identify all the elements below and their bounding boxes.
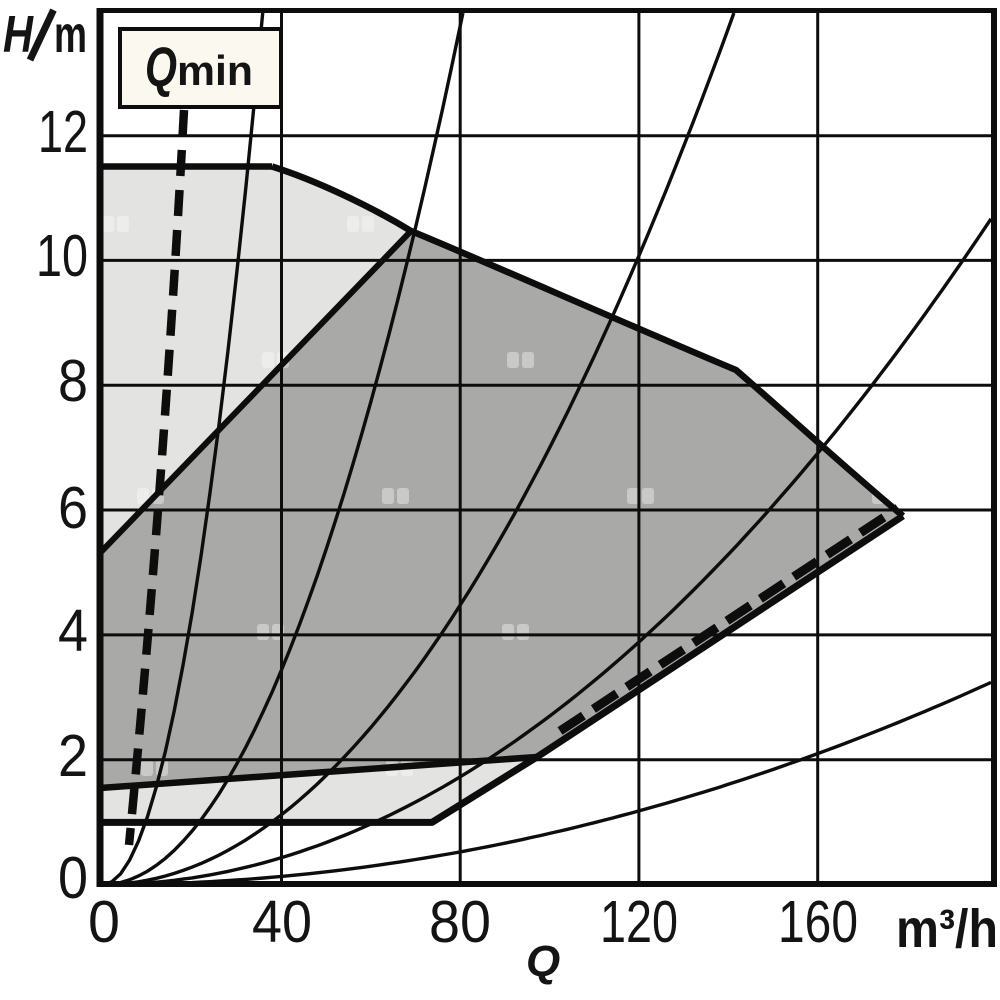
- svg-text:0: 0: [88, 889, 120, 955]
- svg-text:6: 6: [58, 475, 88, 541]
- svg-text:Q: Q: [526, 937, 560, 986]
- svg-text:Q: Q: [145, 35, 177, 98]
- svg-text:m³/h: m³/h: [896, 899, 998, 959]
- svg-text:2: 2: [58, 723, 88, 789]
- svg-text:40: 40: [252, 889, 312, 955]
- svg-text:8: 8: [58, 348, 88, 414]
- svg-text:160: 160: [778, 889, 858, 955]
- svg-text:m: m: [54, 6, 87, 64]
- svg-text:min: min: [177, 47, 253, 94]
- svg-text:12: 12: [38, 99, 88, 165]
- svg-text:120: 120: [600, 889, 678, 955]
- svg-text:4: 4: [58, 598, 88, 664]
- svg-text:0: 0: [58, 845, 88, 911]
- svg-text:80: 80: [429, 889, 491, 955]
- svg-text:10: 10: [36, 223, 88, 289]
